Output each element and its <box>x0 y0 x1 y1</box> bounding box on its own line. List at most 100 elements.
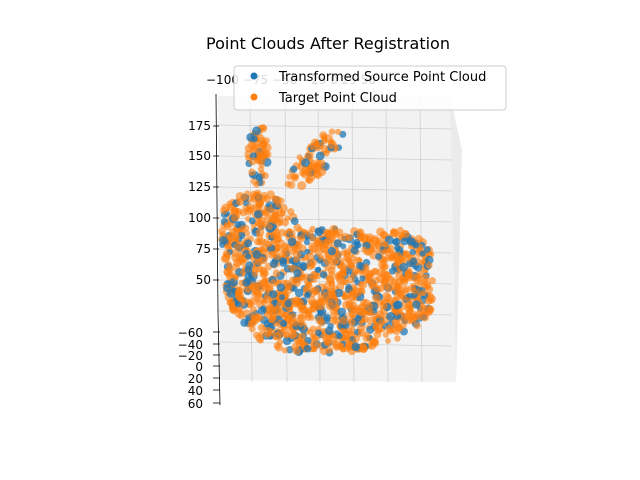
point-target <box>402 250 409 258</box>
chart-title: Point Clouds After Registration <box>206 34 450 53</box>
point-target <box>389 325 397 334</box>
point-target <box>307 173 316 182</box>
z-tick-label: 50 <box>196 273 211 287</box>
y-axis-line <box>217 311 221 406</box>
point-source <box>409 257 418 265</box>
point-target <box>235 256 245 266</box>
point-target <box>263 137 271 144</box>
point-target <box>259 266 266 274</box>
point-target <box>250 145 258 154</box>
point-target <box>384 294 392 302</box>
point-target <box>428 277 436 285</box>
point-target <box>222 253 231 262</box>
z-tick-label: 100 <box>188 211 211 225</box>
z-tick-label: 175 <box>188 119 211 133</box>
point-source <box>399 262 408 272</box>
point-target <box>382 283 390 291</box>
y-tick-label: 20 <box>188 372 203 386</box>
point-target <box>305 252 315 262</box>
point-target <box>242 224 250 232</box>
point-source <box>240 318 249 327</box>
point-source <box>394 244 401 251</box>
point-source <box>293 269 302 278</box>
point-target <box>315 315 325 325</box>
point-target <box>406 297 413 304</box>
point-target <box>389 253 397 261</box>
point-target <box>424 297 433 305</box>
point-target <box>361 246 368 253</box>
legend-marker-target <box>250 93 258 101</box>
point-target <box>304 151 314 160</box>
point-source <box>393 237 401 246</box>
point-target <box>377 319 386 327</box>
point-target <box>255 228 265 237</box>
point-source <box>248 217 256 225</box>
point-source <box>351 342 361 352</box>
point-target <box>307 328 314 336</box>
point-source <box>319 271 328 279</box>
z-axis-line <box>215 93 219 313</box>
z-tick-label: 75 <box>196 242 211 256</box>
point-target <box>270 208 280 217</box>
point-target <box>347 293 356 302</box>
point-target <box>329 316 338 325</box>
point-source <box>299 261 308 270</box>
point-target <box>297 320 305 327</box>
point-source <box>234 301 242 308</box>
point-target <box>218 227 226 236</box>
point-target <box>224 222 231 228</box>
point-target <box>220 206 229 215</box>
point-target <box>297 234 306 243</box>
point-target <box>382 247 389 255</box>
point-target <box>331 259 338 266</box>
point-target <box>357 328 366 337</box>
point-target <box>249 305 257 313</box>
point-source <box>400 237 409 246</box>
point-target <box>425 308 433 316</box>
point-target <box>251 315 258 322</box>
point-target <box>286 173 293 180</box>
point-source <box>279 294 286 301</box>
point-target <box>263 143 272 152</box>
point-target <box>276 338 284 346</box>
point-target <box>262 281 270 288</box>
point-target <box>324 239 333 249</box>
point-source <box>336 332 343 339</box>
point-target <box>284 215 291 222</box>
point-source <box>359 275 366 282</box>
point-source <box>242 278 251 287</box>
point-target <box>420 289 427 296</box>
scatter-points <box>218 124 436 357</box>
point-source <box>269 290 278 299</box>
point-target <box>297 181 307 191</box>
point-target <box>356 229 363 236</box>
point-target <box>311 286 320 295</box>
point-source <box>287 237 297 247</box>
point-target <box>292 173 300 180</box>
point-target <box>294 297 303 307</box>
point-source <box>280 320 288 327</box>
point-target <box>339 316 348 325</box>
point-source <box>324 326 334 336</box>
point-target <box>260 125 267 132</box>
point-target <box>362 334 370 342</box>
point-target <box>286 228 294 236</box>
point-target <box>281 347 288 354</box>
point-source <box>244 272 253 281</box>
point-target <box>287 330 297 340</box>
point-target <box>258 331 265 339</box>
point-target <box>405 274 413 282</box>
point-target <box>326 276 335 285</box>
point-target <box>346 275 355 284</box>
point-source <box>245 261 254 270</box>
point-target <box>282 311 289 319</box>
point-target <box>347 318 356 327</box>
y-tick-label: 40 <box>188 384 203 398</box>
point-target <box>350 255 357 262</box>
point-source <box>276 283 286 292</box>
point-target <box>394 335 401 342</box>
point-target <box>373 330 382 339</box>
point-source <box>284 299 292 308</box>
legend-box <box>233 65 507 111</box>
